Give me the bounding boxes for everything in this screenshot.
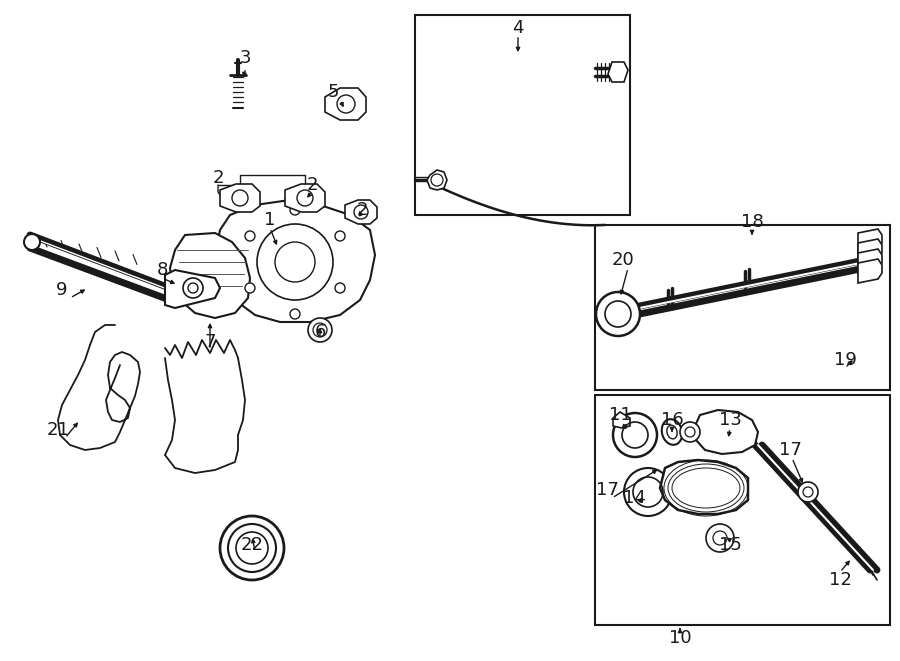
Text: 10: 10: [669, 629, 691, 647]
Text: 4: 4: [512, 19, 524, 37]
Polygon shape: [427, 170, 447, 190]
Circle shape: [183, 278, 203, 298]
Text: 15: 15: [718, 536, 742, 554]
Text: 22: 22: [240, 536, 264, 554]
Circle shape: [798, 482, 818, 502]
Text: 2: 2: [212, 169, 224, 187]
Polygon shape: [613, 412, 630, 428]
Polygon shape: [858, 259, 882, 283]
Text: 1: 1: [265, 211, 275, 229]
Text: 2: 2: [306, 176, 318, 194]
Polygon shape: [858, 249, 882, 273]
Polygon shape: [694, 410, 758, 454]
Polygon shape: [215, 200, 375, 322]
Bar: [595, 395, 890, 625]
Circle shape: [335, 283, 345, 293]
Text: 3: 3: [239, 49, 251, 67]
Text: 18: 18: [741, 213, 763, 231]
Text: 9: 9: [56, 281, 68, 299]
Polygon shape: [220, 184, 260, 212]
Bar: [415, 15, 630, 215]
Polygon shape: [165, 270, 220, 308]
Text: 8: 8: [157, 261, 167, 279]
Text: 2: 2: [356, 201, 368, 219]
Circle shape: [596, 292, 640, 336]
Circle shape: [290, 309, 300, 319]
Circle shape: [624, 468, 672, 516]
Circle shape: [680, 422, 700, 442]
Text: 16: 16: [661, 411, 683, 429]
Circle shape: [24, 234, 40, 250]
Bar: [595, 225, 890, 390]
Polygon shape: [660, 460, 748, 514]
Text: 21: 21: [47, 421, 69, 439]
Text: 12: 12: [829, 571, 851, 589]
Ellipse shape: [662, 419, 682, 445]
Text: 17: 17: [778, 441, 801, 459]
Circle shape: [613, 413, 657, 457]
Circle shape: [308, 318, 332, 342]
Circle shape: [290, 205, 300, 215]
Text: 17: 17: [596, 481, 618, 499]
Polygon shape: [608, 62, 628, 82]
Text: 20: 20: [612, 251, 634, 269]
Text: 5: 5: [328, 83, 338, 101]
Circle shape: [706, 524, 734, 552]
Text: 7: 7: [204, 333, 216, 351]
Polygon shape: [285, 184, 325, 212]
Polygon shape: [858, 239, 882, 263]
Polygon shape: [858, 229, 882, 253]
Circle shape: [245, 283, 255, 293]
Polygon shape: [345, 200, 377, 224]
Circle shape: [335, 231, 345, 241]
Circle shape: [220, 516, 284, 580]
Text: 13: 13: [718, 411, 742, 429]
Circle shape: [245, 231, 255, 241]
Polygon shape: [170, 233, 250, 318]
Text: 19: 19: [833, 351, 857, 369]
Circle shape: [228, 524, 276, 572]
Text: 14: 14: [623, 489, 645, 507]
Polygon shape: [325, 88, 366, 120]
Text: 6: 6: [314, 323, 326, 341]
Text: 11: 11: [608, 406, 632, 424]
